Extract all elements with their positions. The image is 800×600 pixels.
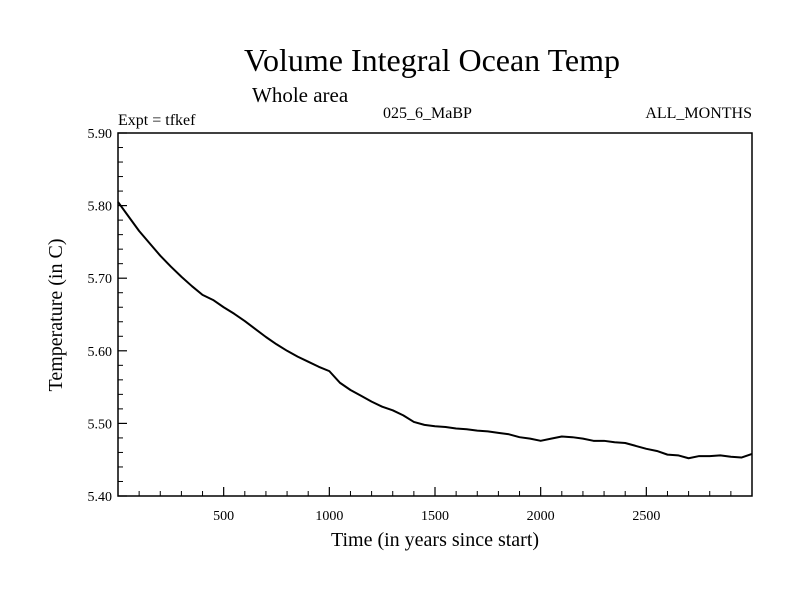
x-tick-label: 2000 xyxy=(527,509,555,524)
y-axis-label: Temperature (in C) xyxy=(45,239,67,392)
y-axis: 5.40 5.50 5.60 5.70 5.80 5.90 xyxy=(88,127,127,505)
y-tick-label: 5.80 xyxy=(88,200,113,215)
x-tick-label: 2500 xyxy=(632,509,660,524)
period-label: ALL_MONTHS xyxy=(645,105,752,122)
x-tick-label: 1500 xyxy=(421,509,449,524)
x-axis: 500 1000 1500 2000 2500 xyxy=(138,487,732,524)
experiment-label: Expt = tfkef xyxy=(118,112,196,129)
y-tick-label: 5.60 xyxy=(88,345,113,360)
chart-subtitle: Whole area xyxy=(252,83,349,107)
y-tick-label: 5.40 xyxy=(88,490,113,505)
series-line-temperature xyxy=(117,201,753,460)
y-tick-label: 5.70 xyxy=(88,272,113,287)
x-tick-label: 1000 xyxy=(315,509,343,524)
x-tick-label: 500 xyxy=(213,509,234,524)
y-tick-label: 5.50 xyxy=(88,417,113,432)
plot-frame xyxy=(117,132,753,497)
x-axis-label: Time (in years since start) xyxy=(331,529,539,551)
y-tick-label: 5.90 xyxy=(88,127,113,142)
chart-title: Volume Integral Ocean Temp xyxy=(244,42,620,78)
run-label: 025_6_MaBP xyxy=(383,105,472,122)
